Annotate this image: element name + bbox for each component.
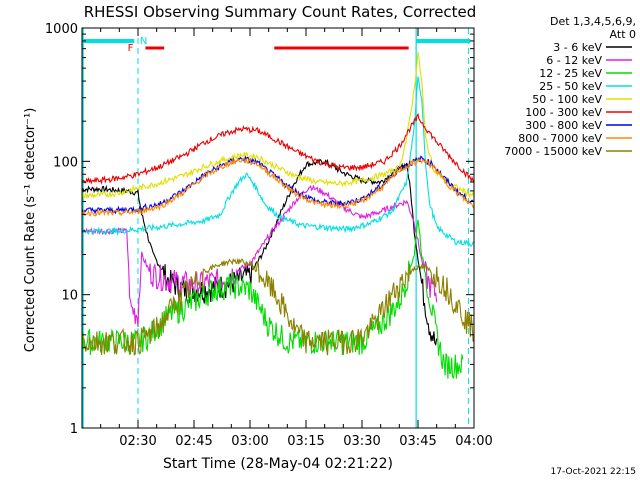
flare-marker-label: F — [128, 43, 134, 54]
y-tick-label: 1 — [70, 422, 78, 437]
y-axis: 1 10 100 1000 — [45, 22, 474, 437]
series-line-2 — [81, 219, 464, 379]
legend-entry-label: 50 - 100 keV — [532, 93, 602, 106]
legend-entry-label: 800 - 7000 keV — [518, 132, 602, 145]
legend-entry-label: 300 - 800 keV — [525, 119, 602, 132]
y-tick-label: 100 — [53, 155, 78, 170]
y-axis-label: Corrected Count Rate (s⁻¹ detector⁻¹) — [23, 108, 38, 353]
legend-header: Det 1,3,4,5,6,9, — [550, 15, 636, 28]
x-tick-label: 02:45 — [175, 434, 212, 449]
series-line-4 — [81, 52, 475, 200]
chart-title: RHESSI Observing Summary Count Rates, Co… — [84, 3, 477, 21]
series-line-8 — [81, 257, 475, 356]
x-tick-label: 03:45 — [399, 434, 436, 449]
x-tick-label: 03:15 — [287, 434, 324, 449]
plot-frame — [81, 27, 475, 429]
series-line-1 — [81, 184, 438, 327]
x-tick-label: 03:30 — [343, 434, 380, 449]
legend-entry-label: 25 - 50 keV — [539, 80, 602, 93]
legend-entry-label: 3 - 6 keV — [553, 41, 602, 54]
x-tick-label: 04:00 — [455, 434, 492, 449]
series-line-0 — [81, 158, 438, 346]
series-line-7 — [81, 157, 475, 217]
legend-entry-label: 100 - 300 keV — [525, 106, 602, 119]
y-tick-label: 10 — [61, 289, 78, 304]
x-axis: 02:30 02:45 03:00 03:15 03:30 03:45 04:00 — [81, 28, 493, 449]
series-line-5 — [81, 112, 475, 185]
series-line-3 — [81, 76, 475, 248]
legend-entry-label: 6 - 12 keV — [546, 54, 602, 67]
night-marker-label: N — [140, 36, 147, 47]
x-tick-label: 03:00 — [231, 434, 268, 449]
legend-entry-label: 7000 - 15000 keV — [504, 145, 602, 158]
series-layer — [81, 52, 475, 379]
x-axis-label: Start Time (28-May-04 02:21:22) — [163, 456, 393, 472]
legend-header: Att 0 — [610, 28, 636, 41]
overlay-lines: FN — [82, 28, 471, 428]
legend-entry-label: 12 - 25 keV — [539, 67, 602, 80]
x-tick-label: 02:30 — [119, 434, 156, 449]
timestamp: 17-Oct-2021 22:15 — [551, 467, 636, 477]
y-tick-label: 1000 — [45, 22, 78, 37]
